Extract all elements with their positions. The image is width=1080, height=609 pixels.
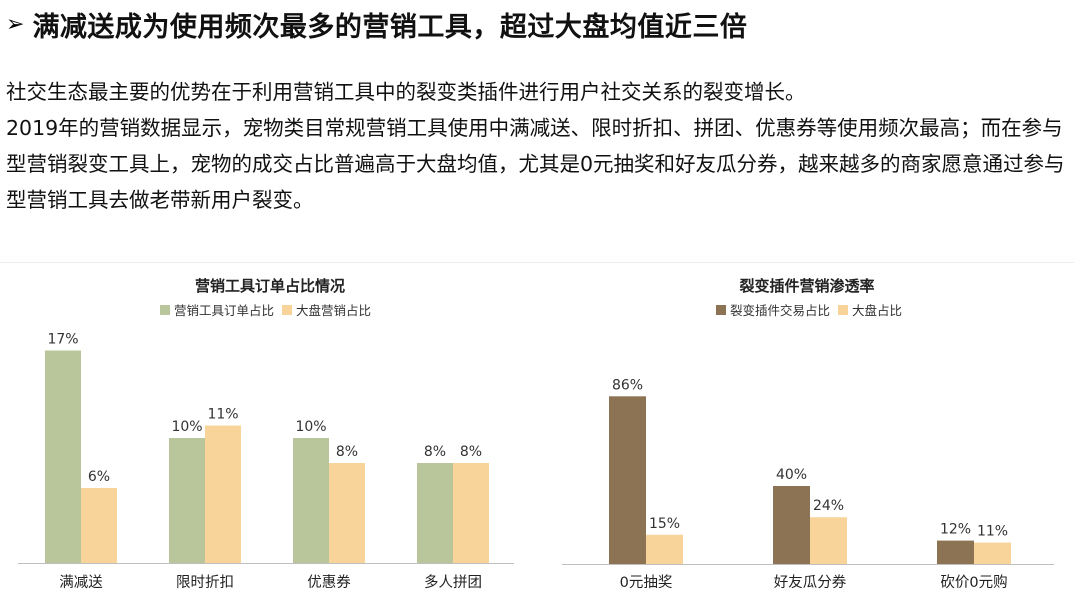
ordershare-data-label-s1-c3: 10% (295, 419, 326, 435)
ordershare-data-label-s2-c4: 8% (460, 444, 482, 460)
ordershare-bar-s2-c1 (81, 488, 117, 563)
ordershare-bar-s2-c2 (205, 425, 241, 563)
penetration-legend-swatch-1 (716, 305, 726, 315)
ordershare-legend-label-1: 营销工具订单占比 (174, 303, 274, 318)
ordershare-legend-swatch-1 (160, 305, 170, 315)
ordershare-legend-swatch-2 (282, 305, 292, 315)
ordershare-data-label-s2-c2: 11% (207, 407, 238, 423)
penetration-data-label-s2-c1: 15% (649, 516, 680, 532)
arrow-bullet-icon: ➢ (6, 11, 25, 37)
ordershare-category-label-3: 优惠券 (307, 574, 351, 591)
penetration-category-label-2: 好友瓜分券 (774, 574, 847, 591)
penetration-data-label-s1-c2: 40% (776, 467, 807, 483)
ordershare-legend-label-2: 大盘营销占比 (296, 303, 371, 318)
ordershare-category-label-4: 多人拼团 (424, 574, 482, 591)
penetration-bar-s2-c1 (646, 534, 683, 564)
ordershare-bar-s2-c3 (329, 463, 365, 563)
fission-plugin-penetration-chart: 裂变插件营销渗透率裂变插件交易占比 大盘占比 86% 15% 0元抽奖 40% 24% 好友瓜… (540, 262, 1074, 607)
ordershare-category-label-2: 限时折扣 (176, 574, 234, 591)
penetration-data-label-s1-c1: 86% (612, 377, 643, 393)
marketing-tools-order-share-chart: 营销工具订单占比情况营销工具订单占比 大盘营销占比 17% 6% 满减送 10% 11% 限时… (0, 262, 540, 607)
penetration-data-label-s1-c3: 12% (940, 522, 971, 538)
ordershare-chart-title: 营销工具订单占比情况 (195, 277, 345, 295)
ordershare-bar-s1-c4 (417, 463, 453, 563)
ordershare-category-label-1: 满减送 (59, 574, 103, 591)
penetration-bar-s1-c3 (937, 540, 974, 564)
paragraph-marketing-data: 2019年的营销数据显示，宠物类目常规营销工具使用中满减送、限时折扣、拼团、优惠… (6, 116, 1065, 212)
penetration-category-label-1: 0元抽奖 (620, 574, 673, 591)
penetration-legend-label-2: 大盘占比 (852, 303, 902, 318)
page-title: 满减送成为使用频次最多的营销工具，超过大盘均值近三倍 (32, 11, 748, 43)
penetration-bar-s2-c3 (974, 542, 1011, 564)
ordershare-bar-s1-c3 (293, 438, 329, 563)
ordershare-data-label-s1-c4: 8% (424, 444, 446, 460)
ordershare-bar-s1-c2 (169, 438, 205, 563)
penetration-bar-s1-c2 (773, 486, 810, 564)
penetration-bar-s2-c2 (810, 517, 847, 564)
ordershare-data-label-s2-c1: 6% (88, 469, 110, 485)
ordershare-data-label-s1-c2: 10% (171, 419, 202, 435)
penetration-legend-label-1: 裂变插件交易占比 (730, 303, 830, 318)
ordershare-data-label-s1-c1: 17% (47, 332, 78, 348)
ordershare-data-label-s2-c3: 8% (336, 444, 358, 460)
ordershare-bar-s1-c1 (45, 350, 81, 563)
penetration-data-label-s2-c3: 11% (977, 524, 1008, 540)
page-header: ➢ 满减送成为使用频次最多的营销工具，超过大盘均值近三倍 (6, 4, 747, 44)
penetration-chart-title: 裂变插件营销渗透率 (738, 277, 874, 295)
penetration-data-label-s2-c2: 24% (813, 498, 844, 514)
penetration-category-label-3: 砍价0元购 (940, 574, 1007, 591)
penetration-legend-swatch-2 (838, 305, 848, 315)
ordershare-bar-s2-c4 (453, 463, 489, 563)
paragraph-social-ecosystem: 社交生态最主要的优势在于利用营销工具中的裂变类插件进行用户社交关系的裂变增长。 (6, 80, 806, 104)
intro-text: 社交生态最主要的优势在于利用营销工具中的裂变类插件进行用户社交关系的裂变增长。 … (6, 74, 1072, 218)
penetration-bar-s1-c1 (609, 396, 646, 564)
